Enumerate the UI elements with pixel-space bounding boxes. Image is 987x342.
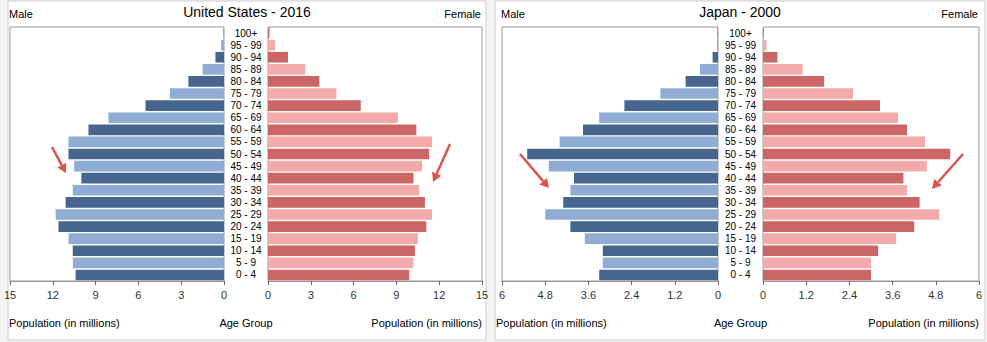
svg-text:50 - 54: 50 - 54	[230, 149, 262, 160]
svg-text:3: 3	[178, 289, 184, 301]
svg-text:0 - 4: 0 - 4	[730, 269, 750, 280]
svg-text:90 - 94: 90 - 94	[725, 52, 757, 63]
svg-text:9: 9	[93, 289, 99, 301]
svg-text:10 - 14: 10 - 14	[230, 245, 262, 256]
svg-text:Population (in millions): Population (in millions)	[9, 317, 120, 329]
svg-text:35 - 39: 35 - 39	[230, 185, 262, 196]
svg-text:45 - 49: 45 - 49	[725, 161, 757, 172]
svg-text:55 - 59: 55 - 59	[230, 136, 262, 147]
svg-text:95 - 99: 95 - 99	[230, 40, 262, 51]
svg-text:6: 6	[976, 289, 982, 301]
svg-text:35 - 39: 35 - 39	[725, 185, 757, 196]
svg-text:6: 6	[499, 289, 505, 301]
svg-text:1.2: 1.2	[799, 289, 814, 301]
svg-text:85 - 89: 85 - 89	[725, 64, 757, 75]
svg-text:40 - 44: 40 - 44	[230, 173, 262, 184]
svg-text:15 - 19: 15 - 19	[725, 233, 757, 244]
svg-text:90 - 94: 90 - 94	[230, 52, 262, 63]
svg-text:45 - 49: 45 - 49	[230, 161, 262, 172]
svg-text:75 - 79: 75 - 79	[725, 88, 757, 99]
svg-text:20 - 24: 20 - 24	[230, 221, 262, 232]
svg-text:4.8: 4.8	[928, 289, 943, 301]
svg-text:5 - 9: 5 - 9	[730, 257, 750, 268]
svg-text:70 - 74: 70 - 74	[725, 100, 757, 111]
svg-text:15: 15	[476, 289, 488, 301]
svg-text:Population (in millions): Population (in millions)	[371, 317, 482, 329]
svg-text:30 - 34: 30 - 34	[725, 197, 757, 208]
svg-text:4.8: 4.8	[538, 289, 553, 301]
svg-text:20 - 24: 20 - 24	[725, 221, 757, 232]
svg-text:50 - 54: 50 - 54	[725, 149, 757, 160]
svg-text:95 - 99: 95 - 99	[725, 40, 757, 51]
svg-text:70 - 74: 70 - 74	[230, 100, 262, 111]
svg-text:5 - 9: 5 - 9	[236, 257, 256, 268]
svg-text:75 - 79: 75 - 79	[230, 88, 262, 99]
svg-text:Age Group: Age Group	[219, 317, 272, 329]
svg-text:100+: 100+	[729, 28, 752, 39]
svg-text:Male: Male	[9, 8, 33, 20]
svg-text:3.6: 3.6	[885, 289, 900, 301]
svg-text:2.4: 2.4	[624, 289, 639, 301]
svg-text:12: 12	[47, 289, 59, 301]
svg-text:3.6: 3.6	[581, 289, 596, 301]
svg-text:12: 12	[433, 289, 445, 301]
svg-text:60 - 64: 60 - 64	[230, 124, 262, 135]
svg-text:15 - 19: 15 - 19	[230, 233, 262, 244]
svg-text:60 - 64: 60 - 64	[725, 124, 757, 135]
svg-text:80 - 84: 80 - 84	[230, 76, 262, 87]
svg-text:Male: Male	[501, 8, 525, 20]
svg-text:Age Group: Age Group	[714, 317, 767, 329]
svg-text:65 - 69: 65 - 69	[725, 112, 757, 123]
svg-text:0 - 4: 0 - 4	[236, 269, 256, 280]
svg-text:Population (in millions): Population (in millions)	[496, 317, 607, 329]
svg-text:55 - 59: 55 - 59	[725, 136, 757, 147]
svg-text:25 - 29: 25 - 29	[230, 209, 262, 220]
svg-text:Japan - 2000: Japan - 2000	[699, 4, 781, 20]
svg-text:30 - 34: 30 - 34	[230, 197, 262, 208]
svg-text:Population (in millions): Population (in millions)	[868, 317, 979, 329]
svg-text:0: 0	[715, 289, 721, 301]
svg-text:United States - 2016: United States - 2016	[183, 4, 311, 20]
svg-text:2.4: 2.4	[842, 289, 857, 301]
svg-text:0: 0	[221, 289, 227, 301]
svg-text:0: 0	[760, 289, 766, 301]
svg-text:85 - 89: 85 - 89	[230, 64, 262, 75]
svg-text:1.2: 1.2	[667, 289, 682, 301]
svg-text:65 - 69: 65 - 69	[230, 112, 262, 123]
svg-text:15: 15	[4, 289, 16, 301]
svg-text:6: 6	[135, 289, 141, 301]
svg-text:25 - 29: 25 - 29	[725, 209, 757, 220]
svg-text:3: 3	[308, 289, 314, 301]
svg-text:10 - 14: 10 - 14	[725, 245, 757, 256]
svg-text:6: 6	[351, 289, 357, 301]
svg-text:100+: 100+	[235, 28, 258, 39]
svg-text:80 - 84: 80 - 84	[725, 76, 757, 87]
svg-text:Female: Female	[444, 8, 481, 20]
svg-text:Female: Female	[941, 8, 978, 20]
svg-text:9: 9	[393, 289, 399, 301]
svg-text:0: 0	[265, 289, 271, 301]
svg-text:40 - 44: 40 - 44	[725, 173, 757, 184]
